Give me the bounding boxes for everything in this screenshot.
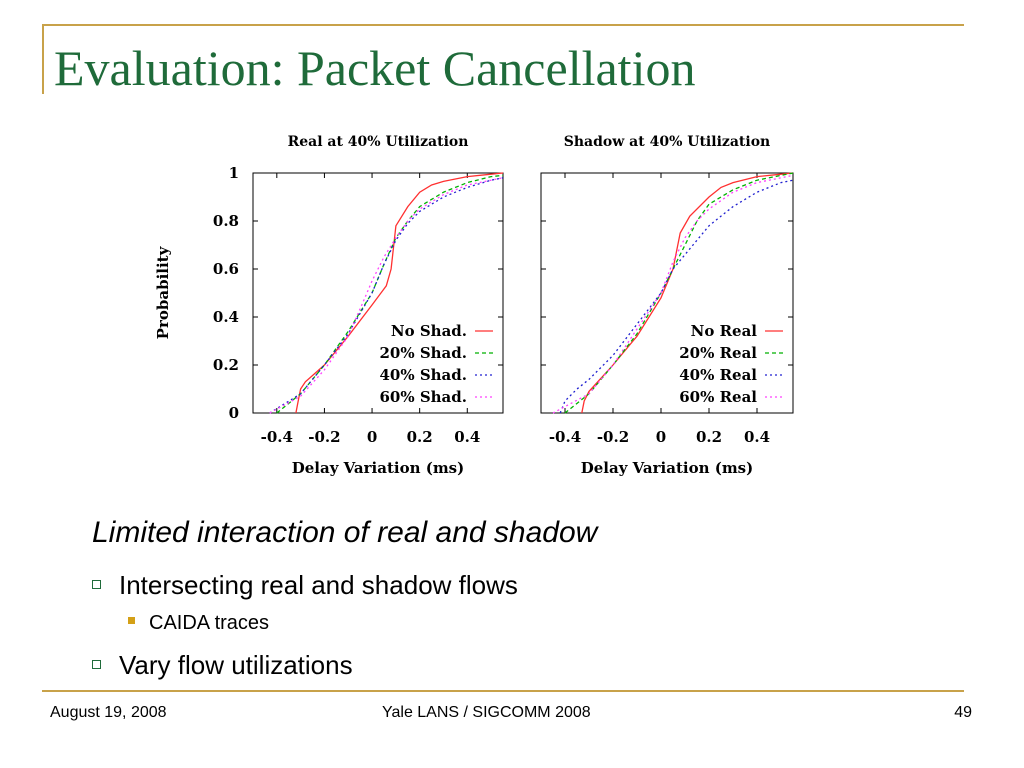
y-tick-label: 0.4	[213, 308, 239, 326]
sub-bullet-text: CAIDA traces	[149, 612, 270, 634]
x-tick-label: 0.2	[696, 428, 722, 446]
x-tick-label: 0.2	[407, 428, 433, 446]
hollow-square-bullet-icon	[92, 579, 101, 589]
footer-date: August 19, 2008	[50, 704, 167, 721]
series-line-1	[295, 172, 504, 414]
x-axis-label: Delay Variation (ms)	[581, 459, 753, 477]
y-tick-label: 0.6	[213, 260, 239, 278]
bullet-item-2: Vary flow utilizations	[92, 650, 353, 681]
x-tick-label: 0	[367, 428, 377, 446]
legend-label: No Shad.	[391, 322, 467, 340]
footer-venue: Yale LANS / SIGCOMM 2008	[382, 704, 591, 721]
slide-number: 49	[954, 704, 972, 721]
slide-title: Evaluation: Packet Cancellation	[54, 40, 696, 96]
plot-frame	[540, 172, 794, 414]
chart-title: Shadow at 40% Utilization	[564, 134, 770, 150]
series-line-4	[269, 177, 504, 414]
chart-title: Real at 40% Utilization	[288, 134, 469, 150]
series-line-3	[559, 179, 794, 414]
series-line-1	[581, 172, 794, 414]
title-frame-left-rule	[42, 24, 44, 94]
x-axis-label: Delay Variation (ms)	[292, 459, 464, 477]
legend-label: No Real	[691, 322, 758, 340]
legend-label: 40% Shad.	[379, 366, 467, 384]
x-tick-label: -0.4	[549, 428, 581, 446]
x-tick-label: -0.4	[261, 428, 293, 446]
x-tick-label: -0.2	[597, 428, 629, 446]
bullet-item-1: Intersecting real and shadow flows	[92, 570, 518, 601]
y-tick-label: 0	[229, 404, 239, 422]
x-tick-label: 0.4	[744, 428, 770, 446]
legend-label: 20% Shad.	[379, 344, 467, 362]
hollow-square-bullet-icon	[92, 659, 101, 669]
filled-square-bullet-icon	[128, 617, 135, 625]
title-frame-top-rule	[42, 24, 964, 26]
x-tick-label: -0.2	[308, 428, 340, 446]
footer-rule	[42, 690, 964, 692]
bullet-text-2: Vary flow utilizations	[119, 650, 353, 680]
legend-label: 60% Shad.	[379, 388, 467, 406]
sub-bullet-item: CAIDA traces	[128, 612, 269, 635]
plot-frame	[252, 172, 504, 414]
y-axis-label: Probability	[154, 245, 172, 339]
legend-label: 60% Real	[679, 388, 757, 406]
slide-subtitle: Limited interaction of real and shadow	[92, 516, 598, 549]
y-tick-label: 0.2	[213, 356, 239, 374]
y-tick-label: 1	[229, 164, 239, 182]
y-tick-label: 0.8	[213, 212, 239, 230]
legend-label: 40% Real	[679, 366, 757, 384]
charts-container: Real at 40% Utilization 0 0.2 0.4 0.6 0.8 1 -0.…	[140, 118, 820, 498]
x-tick-label: 0	[656, 428, 666, 446]
x-tick-label: 0.4	[454, 428, 480, 446]
bullet-text-1: Intersecting real and shadow flows	[119, 570, 518, 600]
legend-label: 20% Real	[679, 344, 757, 362]
series-line-2	[564, 172, 794, 414]
cdf-charts: Real at 40% Utilization 0 0.2 0.4 0.6 0.8 1 -0.…	[154, 134, 794, 477]
series-line-4	[552, 174, 794, 414]
